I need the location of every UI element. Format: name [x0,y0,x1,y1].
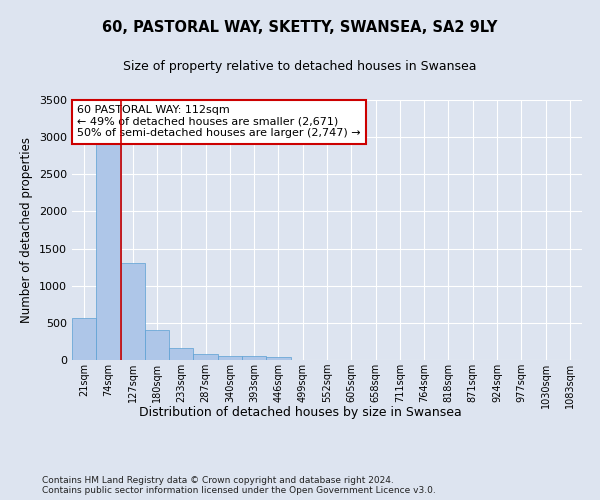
Text: 60 PASTORAL WAY: 112sqm
← 49% of detached houses are smaller (2,671)
50% of semi: 60 PASTORAL WAY: 112sqm ← 49% of detache… [77,105,361,138]
Bar [266,356,290,360]
Text: Contains HM Land Registry data © Crown copyright and database right 2024.
Contai: Contains HM Land Registry data © Crown c… [42,476,436,495]
Y-axis label: Number of detached properties: Number of detached properties [20,137,34,323]
Bar [169,348,193,360]
Bar [242,356,266,360]
Text: 60, PASTORAL WAY, SKETTY, SWANSEA, SA2 9LY: 60, PASTORAL WAY, SKETTY, SWANSEA, SA2 9… [103,20,497,35]
Bar [193,354,218,360]
Bar [121,262,145,360]
Bar [145,330,169,360]
Text: Distribution of detached houses by size in Swansea: Distribution of detached houses by size … [139,406,461,419]
Bar [218,356,242,360]
Bar [96,143,121,360]
Bar [72,318,96,360]
Text: Size of property relative to detached houses in Swansea: Size of property relative to detached ho… [123,60,477,73]
